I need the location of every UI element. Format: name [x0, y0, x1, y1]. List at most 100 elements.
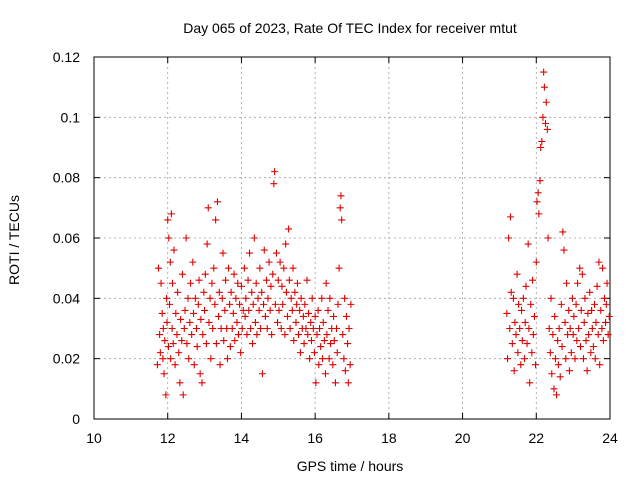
data-point — [538, 137, 546, 145]
data-point — [535, 210, 543, 218]
data-point — [574, 279, 582, 287]
data-point — [274, 276, 282, 284]
data-point — [215, 312, 223, 320]
data-point — [282, 288, 290, 296]
data-point — [596, 361, 604, 369]
data-point — [566, 325, 574, 332]
data-point — [274, 318, 282, 326]
data-point — [556, 373, 564, 381]
data-point — [299, 312, 307, 320]
data-point — [168, 325, 176, 332]
data-point — [204, 204, 212, 212]
data-point — [157, 279, 165, 287]
data-point — [505, 234, 513, 242]
data-point — [213, 198, 221, 206]
data-point — [263, 325, 271, 332]
data-point — [258, 370, 266, 378]
data-point — [220, 337, 228, 345]
data-point — [546, 349, 554, 357]
data-point — [244, 276, 252, 284]
y-tick-label: 0.1 — [61, 109, 81, 125]
data-point — [333, 325, 341, 332]
data-point — [334, 300, 342, 308]
data-point — [242, 294, 250, 302]
x-tick-label: 12 — [160, 430, 176, 446]
data-point — [339, 331, 347, 339]
data-point — [555, 325, 563, 332]
data-point — [595, 258, 603, 266]
data-point — [271, 300, 279, 308]
data-point — [264, 294, 272, 302]
data-point — [169, 340, 177, 348]
data-point — [347, 300, 355, 308]
data-point — [594, 331, 602, 339]
data-point — [331, 379, 339, 387]
data-point — [226, 300, 234, 308]
data-point — [252, 279, 260, 287]
data-point — [229, 309, 237, 317]
data-point — [223, 355, 231, 363]
data-point — [323, 331, 331, 339]
data-point — [561, 318, 569, 326]
y-tick-label: 0.04 — [53, 290, 80, 306]
data-point — [161, 337, 169, 345]
data-point — [159, 325, 167, 332]
data-point — [247, 325, 255, 332]
data-point — [227, 288, 235, 296]
data-point — [272, 249, 280, 257]
data-point — [506, 213, 514, 221]
data-point — [344, 340, 352, 348]
data-point — [232, 294, 240, 302]
data-point — [190, 361, 198, 369]
data-point — [517, 361, 525, 369]
data-point — [511, 318, 519, 326]
x-axis-label: GPS time / hours — [297, 458, 404, 474]
data-point — [522, 282, 530, 290]
data-point — [305, 309, 313, 317]
data-point — [549, 331, 557, 339]
y-tick-label: 0.06 — [53, 230, 80, 246]
data-point — [314, 306, 322, 314]
y-tick-label: 0.08 — [53, 170, 80, 186]
data-point — [248, 340, 256, 348]
data-point — [287, 294, 295, 302]
data-point — [292, 318, 300, 326]
data-point — [162, 391, 170, 399]
data-point — [560, 246, 568, 254]
data-point — [233, 318, 241, 326]
data-point — [166, 300, 174, 308]
data-point — [571, 355, 579, 363]
data-point — [253, 331, 261, 339]
chart-title: Day 065 of 2023, Rate Of TEC Index for r… — [183, 20, 517, 36]
data-point — [325, 355, 333, 363]
data-point — [586, 288, 594, 296]
x-tick-label: 22 — [528, 430, 544, 446]
data-point — [602, 318, 610, 326]
data-point — [163, 294, 171, 302]
data-point — [226, 343, 234, 351]
data-point — [554, 361, 562, 369]
x-tick-label: 24 — [602, 430, 618, 446]
data-point — [576, 264, 584, 272]
data-point — [284, 312, 291, 320]
data-point — [282, 240, 290, 248]
data-point — [559, 228, 567, 236]
data-point — [295, 331, 303, 339]
x-tick-label: 20 — [455, 430, 471, 446]
data-point — [269, 270, 277, 278]
data-point — [529, 276, 537, 284]
data-point — [260, 246, 268, 254]
data-point — [171, 361, 179, 369]
data-point — [340, 355, 348, 363]
data-point — [603, 279, 611, 287]
data-point — [209, 325, 217, 332]
data-point — [270, 180, 278, 188]
data-point — [276, 258, 284, 266]
data-point — [198, 379, 206, 387]
data-point — [216, 361, 224, 369]
data-point — [170, 246, 178, 254]
data-point — [591, 300, 599, 308]
data-point — [513, 270, 521, 278]
data-point — [330, 312, 338, 320]
data-point — [207, 355, 215, 363]
